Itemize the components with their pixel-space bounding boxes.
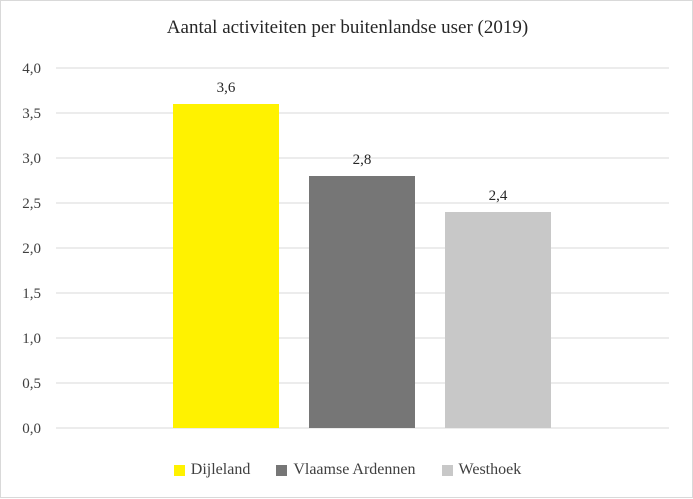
bar-vlaamse-ardennen (309, 176, 415, 428)
y-axis-ticks: 0,0 0,5 1,0 1,5 2,0 2,5 3,0 3,5 4,0 (22, 61, 41, 437)
y-tick-label: 0,5 (22, 376, 41, 392)
y-tick-label: 3,0 (22, 151, 41, 167)
legend-swatch-vlaamse-ardennen (276, 464, 288, 476)
bar-dijleland (173, 104, 279, 428)
bars (173, 104, 551, 428)
chart-title: Aantal activiteiten per buitenlandse use… (166, 17, 529, 38)
legend-label-dijleland: Dijleland (190, 461, 251, 478)
y-tick-label: 1,5 (22, 286, 41, 302)
data-label-dijleland: 3,6 (217, 80, 236, 96)
legend-label-westhoek: Westhoek (458, 461, 522, 478)
legend-swatch-dijleland (173, 464, 185, 476)
data-label-vlaamse-ardennen: 2,8 (353, 152, 372, 168)
y-tick-label: 2,0 (22, 241, 41, 257)
legend-label-vlaamse-ardennen: Vlaamse Ardennen (293, 461, 416, 478)
data-label-westhoek: 2,4 (489, 188, 508, 204)
bar-westhoek (445, 212, 551, 428)
data-labels: 3,6 2,8 2,4 (217, 80, 508, 204)
legend-swatch-westhoek (441, 464, 453, 476)
legend-item-vlaamse-ardennen: Vlaamse Ardennen (276, 461, 416, 479)
legend-item-westhoek: Westhoek (441, 461, 522, 479)
y-tick-label: 0,0 (22, 421, 41, 437)
legend: Dijleland Vlaamse Ardennen Westhoek (1, 458, 693, 482)
y-tick-label: 4,0 (22, 61, 41, 77)
y-tick-label: 2,5 (22, 196, 41, 212)
y-tick-label: 1,0 (22, 331, 41, 347)
legend-item-dijleland: Dijleland (173, 461, 251, 479)
y-tick-label: 3,5 (22, 106, 41, 122)
